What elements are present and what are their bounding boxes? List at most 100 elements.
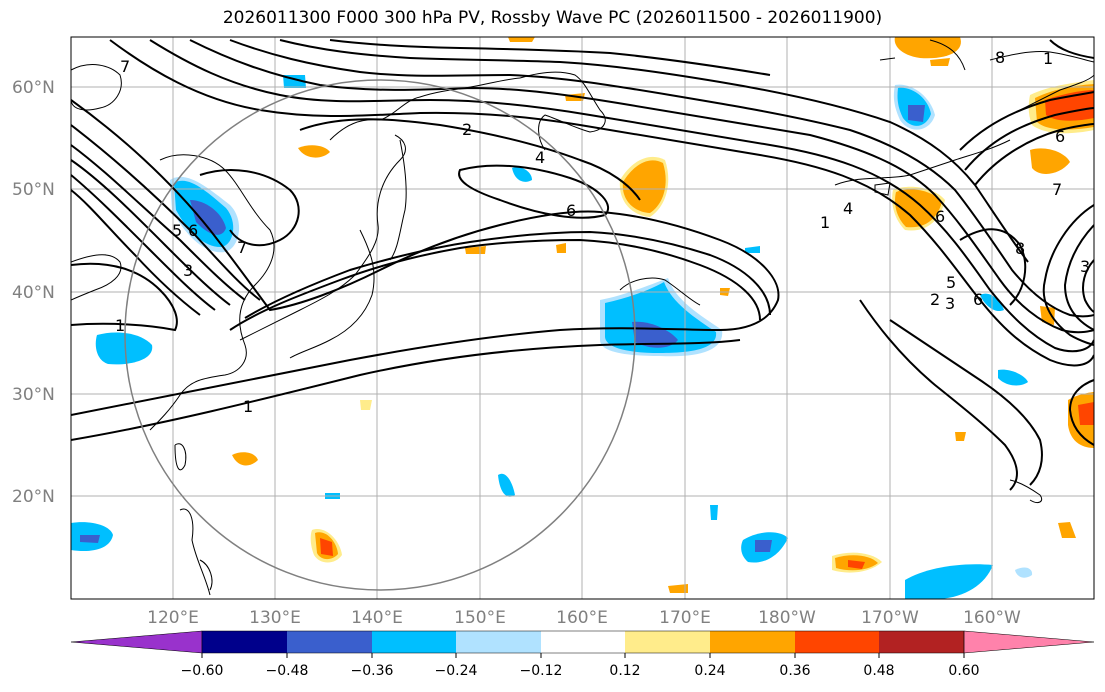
- lon-label: 180°W: [758, 608, 816, 628]
- colorbar-outline: [201, 630, 965, 654]
- lon-label: 170°W: [861, 608, 919, 628]
- positive-anomaly-blob: [360, 400, 372, 410]
- contour-label: 6: [935, 207, 945, 226]
- colorbar-segment: [287, 631, 372, 653]
- contour-label: 1: [820, 213, 830, 232]
- contour-label: 7: [120, 57, 130, 76]
- contour-label: 6: [188, 221, 198, 240]
- colorbar-segment: [625, 631, 710, 653]
- lat-label: 20°N: [12, 487, 55, 507]
- contour-label: 4: [843, 199, 853, 218]
- contour-label: 5: [172, 221, 182, 240]
- positive-anomaly-blob: [298, 145, 330, 158]
- negative-anomaly-blob: [745, 246, 760, 253]
- positive-anomaly-blob: [848, 560, 865, 569]
- colorbar-segment: [456, 631, 541, 653]
- map-title: 2026011300 F000 300 hPa PV, Rossby Wave …: [222, 8, 883, 28]
- colorbar-tick-label: −0.60: [181, 663, 224, 679]
- latitude-labels: 60°N 50°N 40°N 30°N 20°N: [12, 78, 55, 507]
- colorbar-segment: [879, 631, 964, 653]
- lat-label: 60°N: [12, 78, 55, 98]
- positive-anomaly-blob: [895, 189, 942, 228]
- contour-label: 2: [930, 290, 940, 309]
- positive-anomaly-blob: [465, 246, 486, 254]
- positive-anomaly-blob: [508, 37, 535, 42]
- contour-label: 7: [237, 238, 247, 257]
- negative-anomaly-blob: [190, 200, 226, 235]
- colorbar-tick-label: −0.48: [266, 663, 309, 679]
- lon-label: 160°W: [963, 608, 1021, 628]
- contour-label: 3: [945, 294, 955, 313]
- contour-label: 5: [946, 273, 956, 292]
- lon-label: 170°E: [659, 608, 711, 628]
- colorbar-segment: [541, 631, 625, 653]
- colorbar-tick-label: 0.60: [948, 663, 979, 679]
- contour-label: 3: [183, 261, 193, 280]
- negative-anomaly-blob: [95, 332, 153, 365]
- forecast-radius-circle: [124, 79, 636, 591]
- colorbar: −0.60 −0.48 −0.36 −0.24 −0.12 0.12 0.24 …: [70, 630, 1095, 679]
- contour-label: 4: [535, 148, 545, 167]
- contour-label-group: 7 2 4 6 1 3 5 6 7 1 1 4 1 6 8 3 5 6 8 7 …: [115, 48, 1090, 416]
- lat-label: 50°N: [12, 180, 55, 200]
- contour-label: 8: [995, 48, 1005, 67]
- colorbar-tick-label: 0.12: [609, 663, 640, 679]
- negative-anomaly-blob: [1015, 567, 1033, 578]
- positive-anomaly-blob: [556, 243, 566, 253]
- positive-anomaly-blob: [1058, 522, 1076, 538]
- lon-label: 130°E: [249, 608, 301, 628]
- negative-anomaly-blob: [908, 105, 925, 122]
- positive-anomaly-blob: [668, 584, 688, 593]
- colorbar-segment: [70, 630, 203, 654]
- negative-anomaly-blob: [512, 167, 532, 182]
- lat-label: 40°N: [12, 283, 55, 303]
- lon-label: 140°E: [351, 608, 403, 628]
- negative-anomaly-blob: [498, 473, 515, 497]
- contour-label: 6: [973, 290, 983, 309]
- colorbar-tick-label: −0.12: [520, 663, 563, 679]
- colorbar-segment: [202, 631, 287, 653]
- contour-label: 8: [1015, 239, 1025, 258]
- positive-anomaly-blob: [894, 37, 961, 59]
- contour-label: 7: [1052, 180, 1062, 199]
- contour-label: 6: [566, 201, 576, 220]
- pv-contours: [71, 39, 1094, 491]
- positive-anomaly-blob: [955, 432, 966, 441]
- positive-anomaly-blob: [930, 58, 950, 66]
- colorbar-segment: [963, 630, 1095, 654]
- positive-anomaly-blob: [232, 452, 258, 466]
- positive-anomaly-blob: [622, 160, 666, 213]
- contour-label: 6: [1055, 127, 1065, 146]
- negative-anomaly-blob: [755, 540, 772, 552]
- positive-anomaly-blob: [320, 538, 333, 556]
- contour-label: 1: [115, 316, 125, 335]
- negative-anomaly-blob: [905, 564, 993, 599]
- lon-label: 160°E: [556, 608, 608, 628]
- lat-label: 30°N: [12, 385, 55, 405]
- contour-label: 2: [462, 120, 472, 139]
- anomaly-shading: [71, 37, 1094, 599]
- colorbar-segment: [710, 631, 795, 653]
- lon-label: 150°E: [454, 608, 506, 628]
- contour-label: 1: [243, 397, 253, 416]
- coastlines: [71, 39, 1094, 596]
- lon-label: 120°E: [147, 608, 199, 628]
- map-frame: [70, 36, 1095, 600]
- colorbar-ticks: [201, 653, 965, 658]
- negative-anomaly-blob: [80, 535, 100, 543]
- longitude-labels: 120°E 130°E 140°E 150°E 160°E 170°E 180°…: [147, 608, 1021, 628]
- colorbar-tick-label: 0.48: [863, 663, 894, 679]
- positive-anomaly-blob: [1030, 148, 1070, 174]
- colorbar-segment: [795, 631, 879, 653]
- positive-anomaly-blob: [1078, 402, 1094, 425]
- negative-anomaly-blob: [998, 369, 1028, 386]
- colorbar-segment: [372, 631, 456, 653]
- colorbar-tick-label: 0.24: [694, 663, 725, 679]
- contour-label: 3: [1080, 257, 1090, 276]
- gridlines: [71, 37, 1094, 599]
- colorbar-tick-label: −0.36: [351, 663, 394, 679]
- colorbar-tick-label: 0.36: [779, 663, 810, 679]
- negative-anomaly-blob: [710, 505, 718, 520]
- colorbar-tick-label: −0.24: [435, 663, 478, 679]
